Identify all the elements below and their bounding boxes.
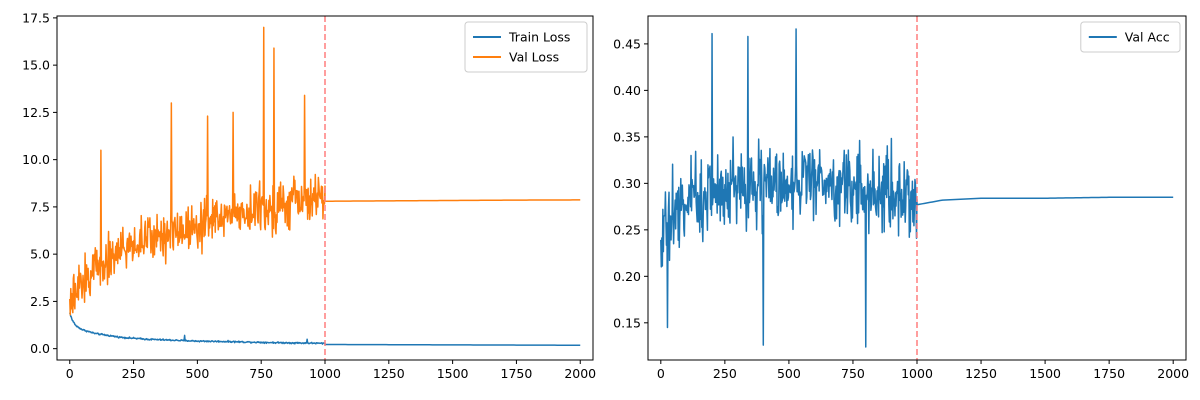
accuracy-chart-panel: 0 250 500 750 1000 1250 1500 1750 2000 0.15 0.20 0.… <box>613 15 1189 381</box>
x-tick-label: 0 <box>66 366 74 381</box>
x-tick-label: 1000 <box>901 366 933 381</box>
y-tick-label: 12.5 <box>22 105 50 120</box>
y-tick-label: 0.45 <box>613 36 641 51</box>
x-tick-label: 1250 <box>965 366 997 381</box>
series-line-val-acc <box>660 28 1174 348</box>
x-tick-label: 500 <box>777 366 801 381</box>
legend-box <box>464 21 588 73</box>
y-tick-label: 0.35 <box>613 129 641 144</box>
x-tick-label: 250 <box>713 366 737 381</box>
y-tick-label: 0.0 <box>30 341 50 356</box>
x-tick-label: 1000 <box>309 366 341 381</box>
legend-label: Val Loss <box>509 50 559 65</box>
legend: Val Acc <box>1080 21 1181 53</box>
y-tick-label: 0.15 <box>613 315 641 330</box>
legend: Train Loss Val Loss <box>464 21 588 73</box>
x-tick-label: 1750 <box>501 366 533 381</box>
x-tick-label: 750 <box>841 366 865 381</box>
y-tick-label: 15.0 <box>22 58 50 73</box>
y-tick-label: 5.0 <box>30 247 50 262</box>
x-tick-label: 1250 <box>373 366 405 381</box>
y-tick-label: 0.40 <box>613 83 641 98</box>
x-tick-label: 750 <box>249 366 273 381</box>
y-tick-label: 7.5 <box>30 199 50 214</box>
x-tick-label: 1750 <box>1093 366 1125 381</box>
legend-box <box>1080 21 1181 53</box>
x-tick-label: 2000 <box>564 366 596 381</box>
y-tick-label: 0.20 <box>613 269 641 284</box>
legend-label: Train Loss <box>508 30 570 45</box>
loss-chart-panel: 0 250 500 750 1000 1250 1500 1750 2000 0.0 2.5 5.0 7… <box>22 10 596 381</box>
legend-label: Val Acc <box>1125 30 1170 45</box>
x-tick-label: 500 <box>185 366 209 381</box>
x-tick-label: 1500 <box>437 366 469 381</box>
y-tick-label: 17.5 <box>22 10 50 25</box>
x-tick-label: 1500 <box>1029 366 1061 381</box>
x-tick-label: 0 <box>657 366 665 381</box>
x-tick-label: 250 <box>122 366 146 381</box>
y-tick-label: 10.0 <box>22 152 50 167</box>
y-tick-label: 0.30 <box>613 176 641 191</box>
y-tick-label: 0.25 <box>613 222 641 237</box>
x-tick-label: 2000 <box>1157 366 1189 381</box>
y-tick-label: 2.5 <box>30 294 50 309</box>
